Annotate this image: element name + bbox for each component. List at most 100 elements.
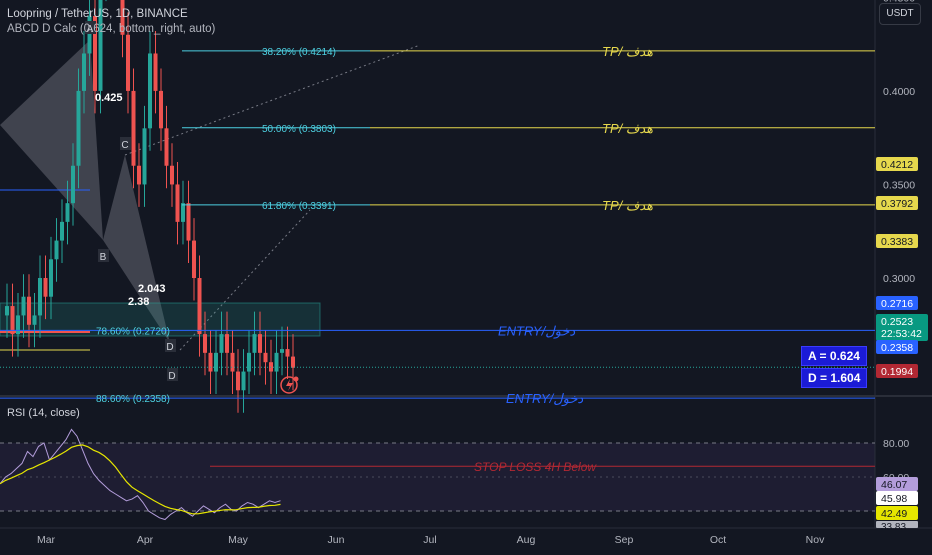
- candle-body: [164, 128, 169, 166]
- candle-body: [203, 334, 207, 353]
- candle-body: [82, 53, 86, 91]
- candle-body: [54, 240, 59, 260]
- time-tick-mar: Mar: [37, 534, 56, 546]
- time-tick-jun: Jun: [328, 534, 345, 546]
- candle-body: [126, 34, 130, 91]
- candle-body: [280, 349, 284, 353]
- candle-body: [208, 352, 213, 372]
- tp-label-3: TP/ هدف: [602, 198, 653, 213]
- price-tick: 0.3000: [883, 273, 915, 285]
- badge-tp1-bg: [876, 157, 918, 171]
- entry-label-1: ENTRY/دخول: [498, 323, 575, 339]
- rsi-badge-value: 46.07: [881, 479, 907, 491]
- candle-body: [285, 349, 290, 357]
- rsi-band: [0, 443, 875, 511]
- rsi-title: RSI (14, close): [7, 407, 80, 419]
- candle-body: [93, 16, 97, 91]
- candle-body: [137, 165, 141, 185]
- candle-body: [21, 296, 26, 316]
- candle-body: [252, 334, 257, 353]
- candle-body: [274, 352, 279, 372]
- stop-label: STOP LOSS 4H Below: [474, 460, 597, 474]
- badge-entry1-bg: [876, 296, 918, 310]
- badge-stop-bg: [876, 364, 918, 378]
- badge-tp2: 0.3792: [881, 198, 913, 210]
- alert-dot-icon: [293, 376, 299, 382]
- price-tick: 0.4000: [883, 86, 915, 98]
- rsi-badge-value-bg: [876, 477, 918, 491]
- candle-body: [153, 53, 158, 91]
- time-tick-apr: Apr: [137, 534, 154, 546]
- badge-last: 0.2523: [881, 316, 913, 328]
- badge-tp3-bg: [876, 234, 918, 248]
- projection-line-2: [179, 209, 311, 351]
- candle-body: [120, 0, 125, 35]
- candle-body: [159, 90, 163, 129]
- candle-body: [247, 352, 251, 372]
- point-label-A: A: [87, 24, 94, 35]
- candle-body: [76, 90, 81, 166]
- point-label-D: D: [168, 371, 175, 382]
- indicator-title: ABCD D Calc (0.624, bottom_right, auto): [7, 23, 216, 35]
- rsi-badge-low-bg: [876, 506, 918, 520]
- fib-label-2: 50.00% (0.3803): [262, 124, 336, 135]
- candle-body: [236, 371, 240, 391]
- candle-body: [43, 278, 48, 297]
- point-label-bg: [120, 137, 131, 150]
- lightning-bolt-icon: [286, 379, 293, 391]
- badge-entry2: 0.2358: [881, 342, 913, 354]
- candle-body: [49, 259, 53, 297]
- pattern-bcd-fill: [103, 155, 170, 343]
- fib-label-1: 38.20% (0.4214): [262, 47, 336, 58]
- badge-tp2-bg: [876, 196, 918, 210]
- rsi-badge-cut-bg: [876, 521, 918, 528]
- candle-body: [71, 165, 75, 204]
- candle-body: [197, 278, 202, 335]
- tp-label-1: TP/ هدف: [602, 44, 653, 59]
- candle-body: [225, 334, 229, 353]
- entry-fib-label-2: 88.60% (0.2358): [96, 394, 170, 405]
- stat-d: D = 1.604: [801, 368, 868, 388]
- pattern-xab-fill: [0, 40, 103, 240]
- point-label-D: D: [166, 342, 173, 353]
- time-tick-sep: Sep: [615, 534, 634, 546]
- candle-body: [32, 315, 37, 325]
- entry-fib-label-1: 78.60% (0.2720): [96, 326, 170, 337]
- tp-label-2: TP/ هدف: [602, 121, 653, 136]
- time-tick-may: May: [228, 534, 249, 546]
- point-label-C: C: [121, 140, 128, 151]
- ratio-label-2: 2.043: [138, 283, 166, 295]
- candle-body: [60, 221, 64, 241]
- price-tick: 0.3500: [883, 179, 915, 191]
- candle-body: [192, 240, 196, 278]
- stat-a: A = 0.624: [801, 346, 867, 366]
- entry-label-2: ENTRY/دخول: [506, 391, 583, 407]
- candle-body: [219, 334, 224, 353]
- candle-body: [27, 296, 31, 325]
- candle-body: [214, 352, 218, 372]
- ratio-label-1: 0.425: [95, 92, 123, 104]
- price-tick: 0.4500: [883, 0, 915, 4]
- candle-body: [131, 90, 136, 166]
- candle-body: [10, 306, 15, 335]
- candle-body: [241, 371, 246, 391]
- time-tick-aug: Aug: [517, 534, 536, 546]
- badge-stop: 0.1994: [881, 366, 913, 378]
- rsi-badge-ma: 45.98: [881, 493, 907, 505]
- point-label-bg: [85, 21, 96, 34]
- rsi-tick-80: 80.00: [883, 438, 909, 450]
- symbol-title: Loopring / TetherUS, 1D, BINANCE: [7, 8, 188, 20]
- candle-body: [38, 278, 42, 316]
- currency-button[interactable]: USDT: [879, 3, 921, 25]
- badge-last-bg: [876, 314, 928, 341]
- rsi-badge-ma-bg: [876, 491, 918, 505]
- candle-body: [263, 352, 268, 363]
- candle-body: [181, 203, 185, 222]
- rsi-badge-low: 42.49: [881, 508, 907, 520]
- rsi-ma-series: [0, 444, 281, 515]
- candle-body: [230, 352, 235, 372]
- badge-tp3: 0.3383: [881, 236, 913, 248]
- candle-body: [148, 53, 152, 129]
